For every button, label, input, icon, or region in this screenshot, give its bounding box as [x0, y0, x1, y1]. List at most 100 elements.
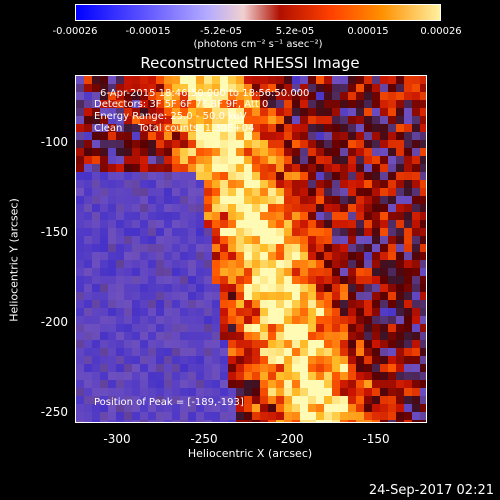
heatmap-cell — [156, 84, 164, 92]
heatmap-cell — [324, 372, 332, 380]
heatmap-cell — [156, 324, 164, 332]
heatmap-cell — [332, 220, 340, 228]
heatmap-cell — [300, 108, 308, 116]
heatmap-cell — [308, 252, 316, 260]
heatmap-cell — [348, 388, 356, 396]
heatmap-cell — [220, 76, 228, 84]
heatmap-cell — [108, 300, 116, 308]
heatmap-cell — [76, 116, 84, 124]
heatmap-cell — [108, 140, 116, 148]
heatmap-cell — [180, 276, 188, 284]
heatmap-cell — [420, 204, 426, 212]
heatmap-cell — [396, 228, 404, 236]
heatmap-cell — [356, 388, 364, 396]
heatmap-cell — [364, 404, 372, 412]
heatmap-cell — [140, 204, 148, 212]
heatmap-cell — [404, 396, 412, 404]
heatmap-cell — [204, 252, 212, 260]
heatmap-cell — [244, 228, 252, 236]
heatmap-cell — [236, 396, 244, 404]
heatmap-cell — [404, 84, 412, 92]
heatmap-cell — [196, 76, 204, 84]
heatmap-cell — [324, 420, 332, 422]
heatmap-cell — [172, 412, 180, 420]
heatmap-cell — [164, 76, 172, 84]
heatmap-cell — [260, 356, 268, 364]
heatmap-cell — [180, 180, 188, 188]
heatmap-cell — [412, 364, 420, 372]
heatmap-cell — [156, 292, 164, 300]
heatmap-cell — [220, 420, 228, 422]
heatmap-cell — [252, 268, 260, 276]
heatmap-cell — [108, 228, 116, 236]
heatmap-cell — [140, 84, 148, 92]
heatmap-cell — [140, 300, 148, 308]
heatmap-cell — [364, 308, 372, 316]
heatmap-cell — [252, 404, 260, 412]
heatmap-cell — [228, 148, 236, 156]
heatmap-cell — [124, 356, 132, 364]
heatmap-cell — [84, 244, 92, 252]
heatmap-cell — [84, 132, 92, 140]
heatmap-cell — [348, 196, 356, 204]
heatmap-cell — [396, 196, 404, 204]
heatmap-cell — [212, 316, 220, 324]
heatmap-cell — [76, 268, 84, 276]
heatmap-cell — [228, 116, 236, 124]
heatmap-cell — [196, 364, 204, 372]
y-tick-label: -150 — [40, 225, 68, 239]
heatmap-cell — [76, 348, 84, 356]
heatmap-cell — [356, 148, 364, 156]
heatmap-cell — [100, 420, 108, 422]
heatmap-cell — [180, 92, 188, 100]
heatmap-cell — [396, 356, 404, 364]
heatmap-cell — [420, 348, 426, 356]
heatmap-cell — [204, 244, 212, 252]
heatmap-cell — [92, 76, 100, 84]
heatmap-cell — [308, 236, 316, 244]
heatmap-cell — [172, 340, 180, 348]
heatmap-cell — [124, 372, 132, 380]
heatmap-cell — [124, 156, 132, 164]
heatmap-cell — [244, 276, 252, 284]
heatmap-cell — [308, 420, 316, 422]
heatmap-cell — [132, 260, 140, 268]
heatmap-cell — [100, 260, 108, 268]
heatmap-cell — [164, 268, 172, 276]
heatmap-cell — [276, 164, 284, 172]
heatmap-cell — [372, 420, 380, 422]
heatmap-cell — [204, 172, 212, 180]
heatmap-cell — [188, 132, 196, 140]
heatmap-cell — [292, 172, 300, 180]
heatmap-cell — [380, 140, 388, 148]
heatmap-cell — [388, 412, 396, 420]
heatmap-cell — [252, 84, 260, 92]
heatmap-cell — [180, 372, 188, 380]
heatmap-cell — [204, 212, 212, 220]
heatmap-cell — [204, 76, 212, 84]
heatmap-cell — [140, 332, 148, 340]
heatmap-cell — [204, 340, 212, 348]
heatmap-cell — [116, 196, 124, 204]
heatmap-cell — [284, 108, 292, 116]
heatmap-cell — [324, 332, 332, 340]
heatmap-cell — [156, 220, 164, 228]
heatmap-cell — [364, 100, 372, 108]
heatmap-cell — [404, 100, 412, 108]
heatmap-cell — [364, 380, 372, 388]
heatmap-cell — [404, 252, 412, 260]
heatmap-cell — [292, 212, 300, 220]
heatmap-cell — [268, 76, 276, 84]
heatmap-cell — [340, 316, 348, 324]
heatmap-cell — [380, 268, 388, 276]
heatmap-cell — [276, 388, 284, 396]
heatmap-cell — [396, 76, 404, 84]
heatmap-cell — [132, 236, 140, 244]
heatmap-cell — [364, 292, 372, 300]
heatmap-cell — [92, 324, 100, 332]
heatmap-cell — [308, 292, 316, 300]
heatmap-cell — [116, 116, 124, 124]
heatmap-cell — [324, 92, 332, 100]
heatmap-cell — [244, 156, 252, 164]
heatmap-cell — [388, 204, 396, 212]
